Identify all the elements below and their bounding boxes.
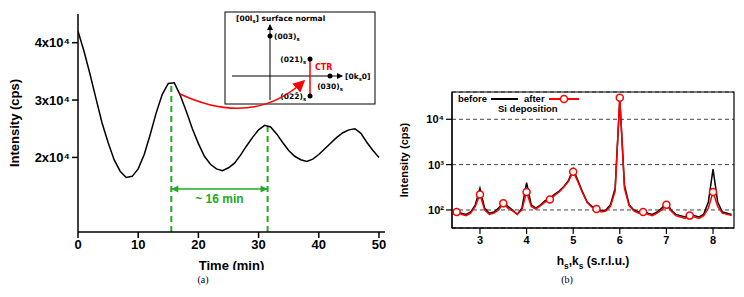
svg-text:40: 40: [312, 237, 326, 252]
svg-text:30: 30: [251, 237, 265, 252]
svg-text:[0ks0]: [0ks0]: [345, 72, 370, 82]
html-text:(b): (b): [561, 274, 573, 285]
svg-text:~ 16 min: ~ 16 min: [195, 192, 243, 206]
svg-text:4: 4: [524, 234, 531, 246]
svg-text:0: 0: [74, 237, 81, 252]
svg-text:CTR: CTR: [315, 63, 333, 72]
svg-text:10²: 10²: [428, 204, 444, 216]
svg-text:(003)s: (003)s: [274, 32, 300, 42]
svg-text:Time (min): Time (min): [199, 258, 265, 270]
svg-text:(021)s: (021)s: [280, 55, 306, 65]
svg-text:8: 8: [710, 234, 716, 246]
svg-text:Intensity (cps): Intensity (cps): [398, 122, 410, 197]
svg-text:50: 50: [372, 237, 386, 252]
svg-text:3x10⁴: 3x10⁴: [35, 93, 70, 108]
svg-text:3: 3: [477, 234, 483, 246]
svg-text:6: 6: [617, 234, 623, 246]
svg-text:hs,ks (s.r.l.u.): hs,ks (s.r.l.u.): [557, 254, 630, 270]
svg-text:10: 10: [131, 237, 145, 252]
svg-text:20: 20: [191, 237, 205, 252]
svg-text:before: before: [458, 93, 487, 104]
svg-text:[00ls] surface normal: [00ls] surface normal: [236, 14, 325, 24]
svg-text:10³: 10³: [428, 159, 444, 171]
svg-text:after: after: [524, 93, 545, 104]
svg-text:4x10⁴: 4x10⁴: [35, 35, 70, 50]
svg-text:Intensity (cps): Intensity (cps): [8, 79, 22, 167]
svg-text:2x10⁴: 2x10⁴: [35, 150, 70, 165]
svg-text:(022̄)s: (022̄)s: [280, 92, 306, 103]
svg-text:10⁴: 10⁴: [426, 113, 444, 125]
svg-text:7: 7: [663, 234, 669, 246]
html-text:(a): (a): [197, 274, 209, 285]
svg-text:Si deposition: Si deposition: [498, 103, 558, 114]
svg-text:5: 5: [570, 234, 576, 246]
svg-text:(030)s: (030)s: [317, 82, 343, 92]
